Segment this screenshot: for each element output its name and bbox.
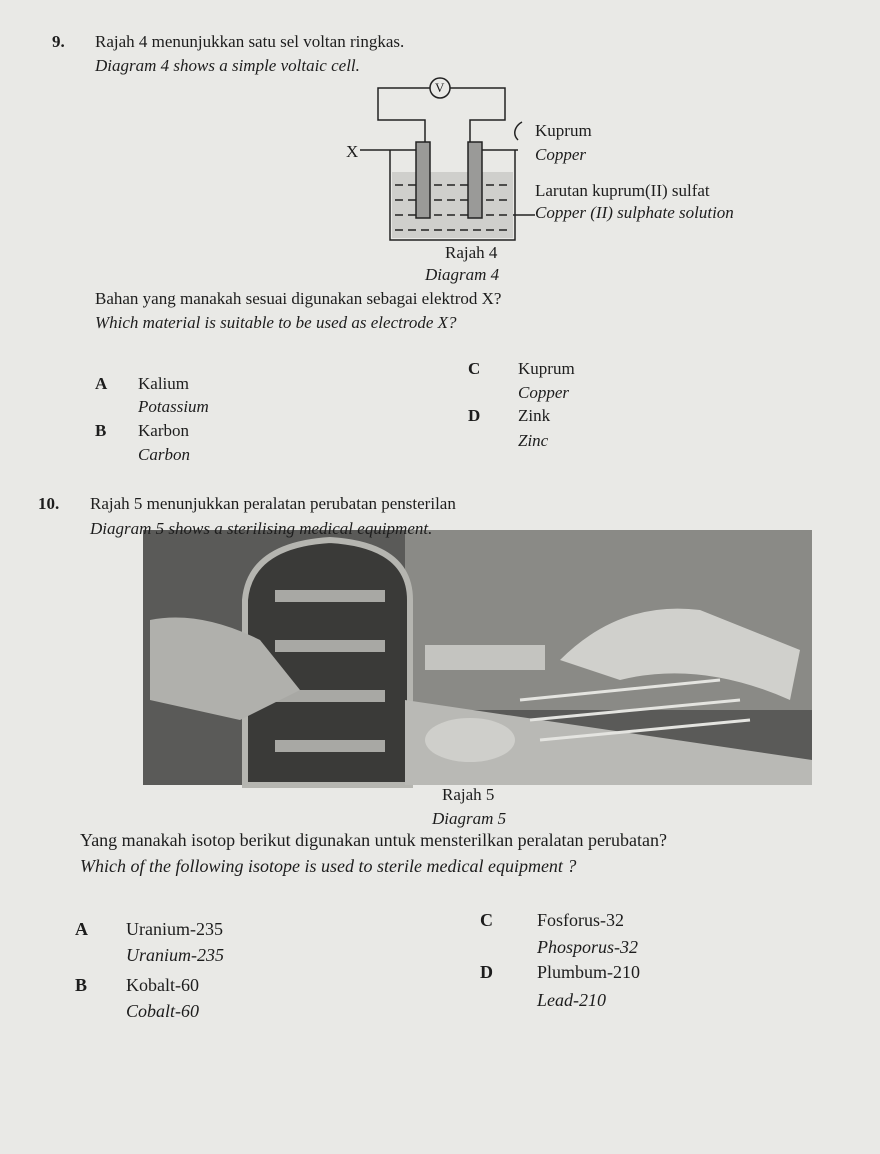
stem-ms: Rajah 5 menunjukkan peralatan perubatan … xyxy=(90,494,456,513)
option-ms: Zink xyxy=(518,406,551,425)
diagram-label: Larutan kuprum(II) sulfat xyxy=(535,181,710,200)
question-number: 10. xyxy=(38,494,60,513)
option-en: Carbon xyxy=(138,445,190,464)
option-letter: B xyxy=(75,975,88,995)
option-letter: A xyxy=(95,374,108,393)
option-en: Zinc xyxy=(518,431,549,450)
option-ms: Kobalt-60 xyxy=(126,975,199,995)
option-en: Uranium-235 xyxy=(126,945,224,965)
option-letter: D xyxy=(480,962,493,982)
diagram-label: Copper (II) sulphate solution xyxy=(535,203,734,222)
option-letter: C xyxy=(468,359,481,378)
option-ms: Kalium xyxy=(138,374,189,393)
option-en: Phosporus-32 xyxy=(537,937,639,957)
option-letter: B xyxy=(95,421,107,440)
option-en: Copper xyxy=(518,383,569,402)
option-ms: Plumbum-210 xyxy=(537,962,641,982)
option-en: Cobalt-60 xyxy=(126,1001,200,1021)
electrode-label: X xyxy=(346,142,359,161)
option-letter: D xyxy=(468,406,481,425)
option-en: Potassium xyxy=(138,397,209,416)
stem-ms: Rajah 4 menunjukkan satu sel voltan ring… xyxy=(95,32,405,51)
option-ms: Uranium-235 xyxy=(126,919,223,939)
caption-en: Diagram 4 xyxy=(425,265,500,284)
option-ms: Kuprum xyxy=(518,359,575,378)
question-en: Which of the following isotope is used t… xyxy=(80,856,577,876)
question-ms: Bahan yang manakah sesuai digunakan seba… xyxy=(95,289,502,308)
caption-ms: Rajah 4 xyxy=(445,243,498,262)
question-en: Which material is suitable to be used as… xyxy=(95,313,457,332)
caption-ms: Rajah 5 xyxy=(442,785,495,804)
sterilising-equipment-photo xyxy=(143,530,812,788)
question-number: 9. xyxy=(52,32,65,51)
option-letter: C xyxy=(480,910,493,930)
option-en: Lead-210 xyxy=(537,990,606,1010)
question-ms: Yang manakah isotop berikut digunakan un… xyxy=(80,830,668,850)
voltaic-cell xyxy=(360,77,535,241)
stem-en: Diagram 4 shows a simple voltaic cell. xyxy=(95,56,360,75)
option-ms: Fosforus-32 xyxy=(537,910,625,930)
caption-en: Diagram 5 xyxy=(432,809,507,828)
diagram-label: Kuprum xyxy=(535,121,592,140)
option-ms: Karbon xyxy=(138,421,189,440)
stem-en: Diagram 5 shows a sterilising medical eq… xyxy=(90,519,433,538)
diagram-label: Copper xyxy=(535,145,586,164)
option-letter: A xyxy=(75,919,88,939)
voltmeter-label: V xyxy=(435,80,445,95)
